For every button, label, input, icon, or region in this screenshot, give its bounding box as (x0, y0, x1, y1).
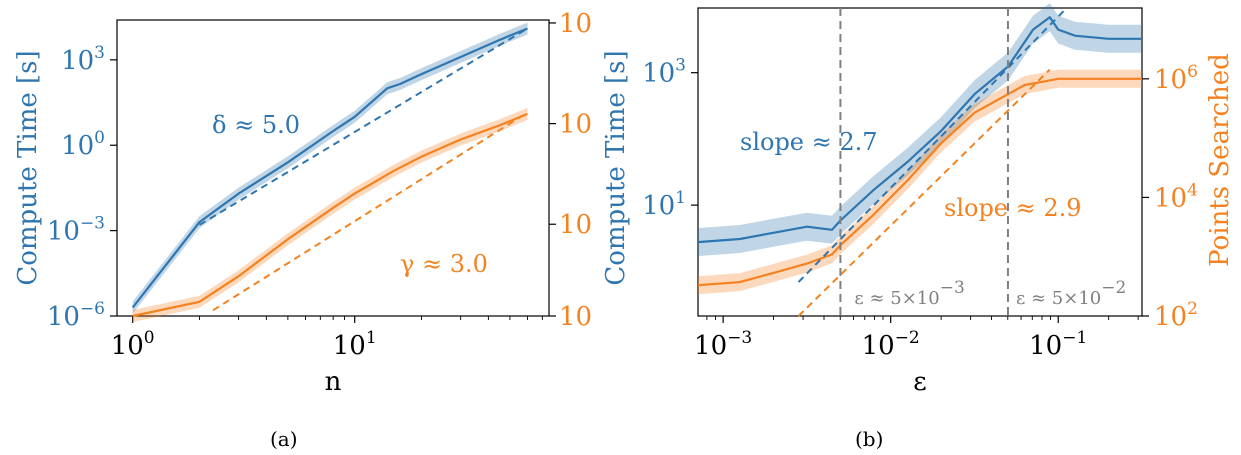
panel-a-ylabel: Compute Time [s] (13, 50, 43, 285)
panel-b-annotation-eps1: ε ≈ 5×10−3 (854, 278, 964, 309)
panel-a-fit-blue (198, 27, 529, 226)
panel-a-annotation-delta: δ ≈ 5.0 (212, 111, 300, 139)
panel-a-x-tick-label: 101 (333, 328, 377, 361)
panel-a-y-right-tick-label: 10 (559, 302, 592, 332)
panel-b-annotation-slope-blue: slope ≈ 2.7 (740, 128, 878, 156)
panel-b-y-tick-label: 103 (642, 56, 686, 89)
panel-a-fit-orange (212, 111, 529, 312)
panel-a-y-right-tick-label: 10 (559, 210, 592, 240)
panel-a-band-orange (132, 107, 528, 323)
panel-a-y-right-tick-label: 10 (559, 110, 592, 140)
panel-b-band-orange (698, 69, 1142, 295)
panel-b-caption: (b) (855, 427, 883, 451)
panel-b-series-blue (697, 16, 1142, 244)
panel-b-band-blue (698, 3, 1142, 257)
panel-a-annotation-gamma: γ ≈ 3.0 (400, 250, 488, 278)
panel-a-y-tick-label: 10−6 (47, 299, 105, 332)
panel-a-caption: (a) (270, 427, 298, 451)
panel-b-y-tick-label: 101 (642, 188, 686, 221)
panel-a-y-tick-label: 103 (61, 43, 105, 76)
panel-b-y-right-tick-label: 102 (1154, 299, 1198, 332)
panel-b-ylabel-right: Points Searched (1205, 53, 1235, 267)
panel-a-y-tick-label: 100 (61, 128, 105, 161)
panel-a-x-tick-label: 100 (111, 328, 155, 361)
panel-b-series-orange (697, 77, 1142, 287)
panel-b-y-right-tick-label: 104 (1154, 180, 1198, 213)
panel-b-y-right-tick-label: 106 (1154, 62, 1198, 95)
panel-b: (b) ε Compute Time [s] Points Searched s… (601, 7, 1235, 451)
panel-a: (a) n Compute Time [s] δ ≈ 5.0 γ ≈ 3.0 (13, 19, 550, 451)
panel-a-y-tick-label: 10−3 (47, 214, 105, 247)
panel-b-annotation-eps2: ε ≈ 5×10−2 (1016, 278, 1126, 309)
panel-a-xlabel: n (325, 367, 342, 397)
panel-b-annotation-slope-orange: slope ≈ 2.9 (944, 194, 1082, 222)
panel-a-series-blue (131, 27, 528, 309)
panel-b-x-tick-label: 10−3 (694, 328, 752, 361)
panel-b-x-tick-label: 10−1 (1029, 328, 1087, 361)
panel-b-ylabel: Compute Time [s] (601, 50, 631, 285)
panel-a-y-right-tick-label: 10 (559, 9, 592, 39)
panel-b-fit-blue (797, 7, 1068, 283)
panel-b-plot-area (697, 7, 1143, 317)
panel-a-series-orange (132, 112, 528, 318)
panel-b-x-tick-label: 10−2 (862, 328, 920, 361)
panel-b-xlabel: ε (913, 367, 926, 397)
panel-b-fit-orange (797, 68, 1051, 317)
